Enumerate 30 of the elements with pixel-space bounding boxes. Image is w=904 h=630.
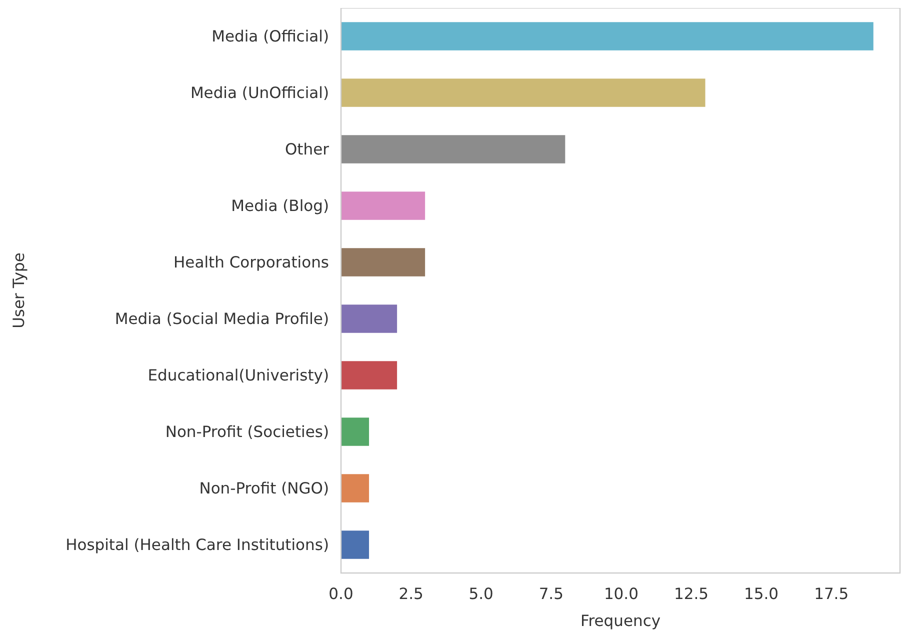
bar (341, 474, 370, 502)
bar (341, 192, 426, 220)
bar (341, 248, 426, 276)
bar (341, 361, 398, 390)
y-tick-label: Hospital (Health Care Institutions) (66, 536, 329, 554)
x-tick-label: 12.5 (674, 585, 709, 603)
x-tick-label: 2.5 (398, 585, 424, 603)
y-tick-label: Non-Profit (NGO) (199, 480, 329, 498)
y-tick-label: Educational(Univeristy) (148, 366, 329, 385)
x-tick-label: 15.0 (744, 585, 779, 603)
bar (341, 78, 706, 107)
y-tick-label: Media (Social Media Profile) (114, 310, 329, 328)
bar (341, 22, 874, 50)
x-tick-label: 17.5 (814, 585, 849, 603)
bar (341, 135, 566, 164)
x-axis-title: Frequency (580, 612, 661, 630)
bar (341, 304, 398, 333)
x-tick-label: 7.5 (538, 585, 564, 603)
y-tick-label: Media (Official) (212, 28, 329, 46)
y-tick-label: Other (284, 140, 330, 159)
y-tick-label: Health Corporations (174, 254, 329, 272)
x-tick-label: 10.0 (604, 585, 638, 603)
bar (341, 530, 370, 559)
y-tick-label: Media (UnOfficial) (190, 84, 329, 102)
bar (341, 418, 370, 446)
x-tick-label: 0.0 (328, 585, 354, 603)
x-tick-label: 5.0 (468, 585, 494, 603)
y-axis-title: User Type (10, 252, 28, 328)
y-tick-label: Non-Profit (Societies) (165, 423, 329, 442)
y-tick-label: Media (Blog) (231, 197, 329, 216)
